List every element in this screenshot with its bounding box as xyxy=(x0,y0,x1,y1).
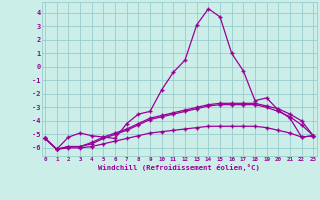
X-axis label: Windchill (Refroidissement éolien,°C): Windchill (Refroidissement éolien,°C) xyxy=(98,164,260,171)
